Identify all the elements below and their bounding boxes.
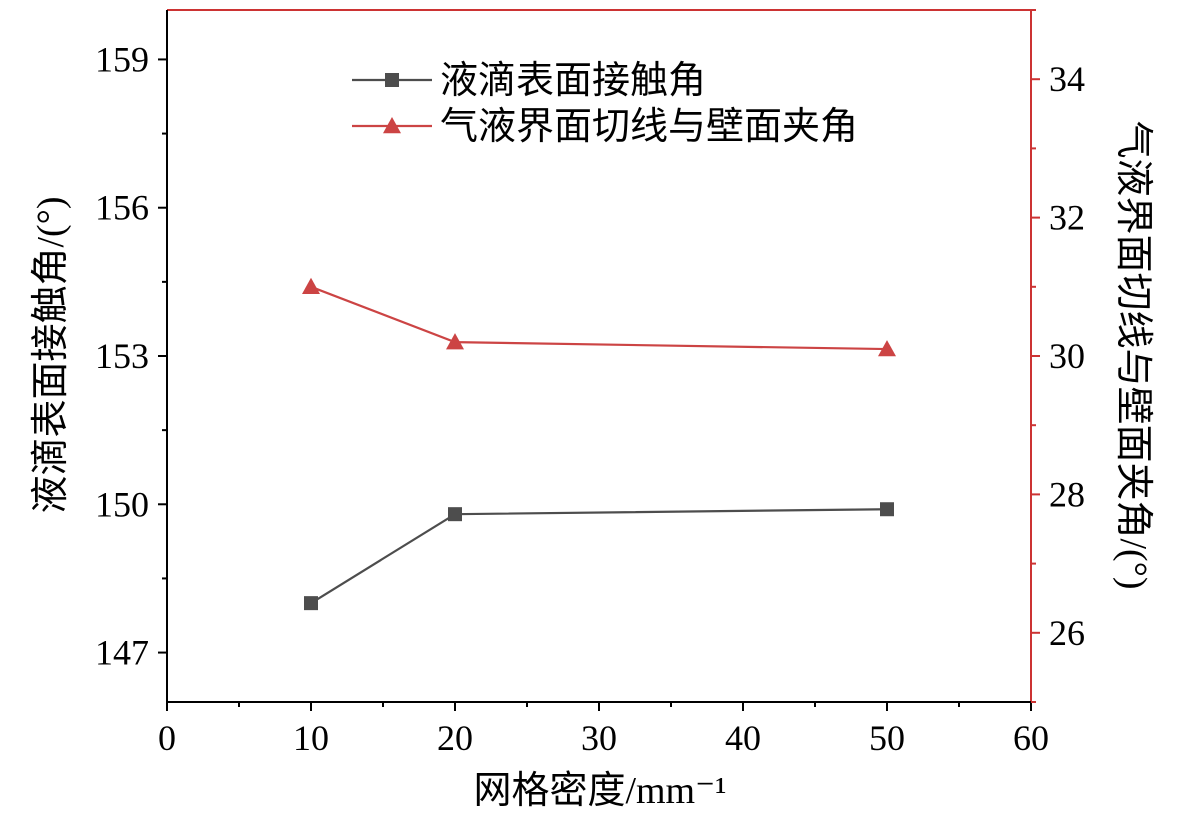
x-axis-title: 网格密度/mm⁻¹ xyxy=(473,770,726,812)
y-right-tick-label: 26 xyxy=(1049,613,1085,653)
y-right-tick-label: 30 xyxy=(1049,336,1085,376)
data-point xyxy=(446,333,464,350)
x-tick-label: 60 xyxy=(1013,718,1049,758)
legend-marker xyxy=(385,73,399,87)
series-2 xyxy=(302,277,896,357)
series-1 xyxy=(304,502,894,611)
y-right-tick-label: 28 xyxy=(1049,474,1085,514)
y-right-tick-label: 34 xyxy=(1049,59,1085,99)
y-right-tick-label: 32 xyxy=(1049,198,1085,238)
x-tick-label: 40 xyxy=(725,718,761,758)
legend-label: 气液界面切线与壁面夹角 xyxy=(440,106,858,148)
series-layer xyxy=(302,277,896,611)
y-axis-right-title: 气液界面切线与壁面夹角/(°) xyxy=(1112,120,1154,589)
data-point xyxy=(302,277,320,294)
data-point xyxy=(448,507,462,522)
x-tick-label: 0 xyxy=(158,718,176,758)
data-point xyxy=(304,596,318,611)
x-tick-label: 20 xyxy=(437,718,473,758)
y-left-tick-label: 159 xyxy=(95,39,149,79)
data-point xyxy=(880,502,894,517)
legend-marker xyxy=(383,117,401,134)
series-line xyxy=(310,285,888,351)
series-line xyxy=(310,508,888,605)
y-left-tick-label: 147 xyxy=(95,633,149,673)
y-axis-left-title: 液滴表面接触角/(°) xyxy=(30,196,72,513)
x-tick-label: 50 xyxy=(869,718,905,758)
ticks: 0 10 20 30 40 50 60 147 150 153 156 159 26 28 30 32 34 xyxy=(95,9,1085,758)
x-tick-label: 30 xyxy=(581,718,617,758)
data-point xyxy=(878,340,896,357)
legend-label: 液滴表面接触角 xyxy=(440,60,706,102)
y-left-tick-label: 153 xyxy=(95,336,149,376)
y-left-tick-label: 156 xyxy=(95,188,149,228)
y-left-tick-label: 150 xyxy=(95,484,149,524)
x-tick-label: 10 xyxy=(293,718,329,758)
